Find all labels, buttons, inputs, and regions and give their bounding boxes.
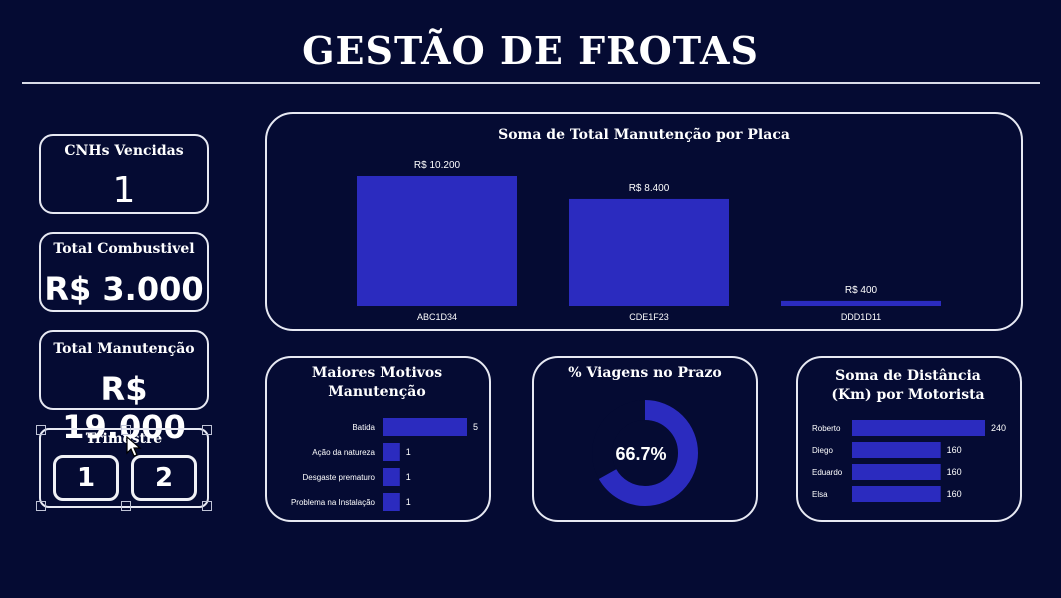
category-label-3: Problema na Instalação — [291, 498, 376, 507]
bar-1 — [852, 442, 941, 458]
category-label-2: Eduardo — [812, 468, 843, 477]
kpi-card-manutencao: Total Manutenção R$ 19.000 — [39, 330, 209, 446]
data-label-2: 1 — [406, 472, 411, 482]
chart-title-manutencao-placa: Soma de Total Manutenção por Placa — [498, 127, 790, 143]
bar-3 — [852, 486, 941, 502]
x-tick-label-0: ABC1D34 — [417, 312, 457, 322]
donut-slice — [592, 400, 698, 506]
trimestre-label: Trimestre — [85, 431, 163, 447]
bar-chart-motivos: Batida 5 Ação da natureza 1 Desgaste prematu… — [291, 418, 478, 511]
resize-handle-top[interactable] — [121, 425, 131, 435]
donut-chart-viagens: 66.7% — [592, 400, 698, 506]
bar-chart-manutencao-placa: R$ 10.200 ABC1D34 R$ 8.400 CDE1F23 R$ 400 DDD… — [357, 160, 941, 322]
resize-handle-br[interactable] — [202, 501, 212, 511]
category-label-1: Diego — [812, 446, 833, 455]
category-label-3: Elsa — [812, 490, 828, 499]
donut-center-label: 66.7% — [615, 444, 666, 464]
data-label-3: 160 — [947, 489, 962, 499]
data-label-2: 160 — [947, 467, 962, 477]
trimestre-option-1[interactable]: 1 — [53, 455, 119, 501]
bar-2 — [852, 464, 941, 480]
bar-0 — [852, 420, 985, 436]
title-divider — [22, 82, 1040, 84]
resize-handle-tl[interactable] — [36, 425, 46, 435]
bar-abc1d34 — [357, 176, 517, 306]
kpi-value-cnh: 1 — [112, 170, 136, 211]
category-label-0: Batida — [352, 423, 375, 432]
bar-chart-distancia: Roberto 240 Diego 160 Eduardo 160 Elsa 160 — [812, 420, 1006, 502]
chart-card-motivos: Maiores Motivos Manutenção Batida 5 Ação d… — [265, 356, 491, 522]
x-tick-label-2: DDD1D11 — [841, 312, 881, 322]
chart-title-distancia: Soma de Distância (Km) por Motorista — [831, 368, 985, 403]
data-label-1: 160 — [947, 445, 962, 455]
chart-card-manutencao-placa: Soma de Total Manutenção por Placa R$ 10… — [265, 112, 1023, 331]
bar-3 — [383, 493, 400, 511]
trimestre-option-2[interactable]: 2 — [131, 455, 197, 501]
kpi-label-manutencao: Total Manutenção — [53, 341, 195, 357]
category-label-0: Roberto — [812, 424, 841, 433]
x-tick-label-1: CDE1F23 — [629, 312, 669, 322]
resize-handle-bottom[interactable] — [121, 501, 131, 511]
mouse-cursor-icon — [126, 436, 142, 457]
data-label-3: 1 — [406, 497, 411, 507]
resize-handle-tr[interactable] — [202, 425, 212, 435]
kpi-label-cnh: CNHs Vencidas — [64, 143, 184, 159]
bar-0 — [383, 418, 467, 436]
chart-title-viagens: % Viagens no Prazo — [568, 365, 722, 381]
data-label-1: R$ 8.400 — [629, 183, 670, 194]
data-label-0: 240 — [991, 423, 1006, 433]
data-label-1: 1 — [406, 447, 411, 457]
kpi-card-combustivel: Total Combustivel R$ 3.000 — [39, 232, 209, 312]
kpi-label-combustivel: Total Combustivel — [53, 241, 195, 257]
kpi-value-combustivel: R$ 3.000 — [44, 270, 204, 308]
trimestre-slicer: Trimestre 1 2 — [36, 425, 212, 511]
data-label-0: R$ 10.200 — [414, 160, 461, 171]
category-label-1: Ação da natureza — [312, 448, 375, 457]
data-label-0: 5 — [473, 422, 478, 432]
chart-card-distancia: Soma de Distância (Km) por Motorista Rob… — [796, 356, 1022, 522]
page-title: GESTÃO DE FROTAS — [302, 28, 759, 73]
chart-card-viagens: % Viagens no Prazo 66.7% — [532, 356, 758, 522]
resize-handle-bl[interactable] — [36, 501, 46, 511]
kpi-value-manutencao: R$ 19.000 — [62, 370, 186, 446]
bar-ddd1d11 — [781, 300, 941, 306]
data-label-2: R$ 400 — [845, 285, 878, 296]
chart-title-motivos: Maiores Motivos Manutenção — [311, 365, 443, 400]
bar-1 — [383, 443, 400, 461]
bar-cde1f23 — [569, 198, 729, 306]
kpi-card-cnh: CNHs Vencidas 1 — [39, 134, 209, 214]
bar-2 — [383, 468, 400, 486]
category-label-2: Desgaste prematuro — [303, 473, 376, 482]
